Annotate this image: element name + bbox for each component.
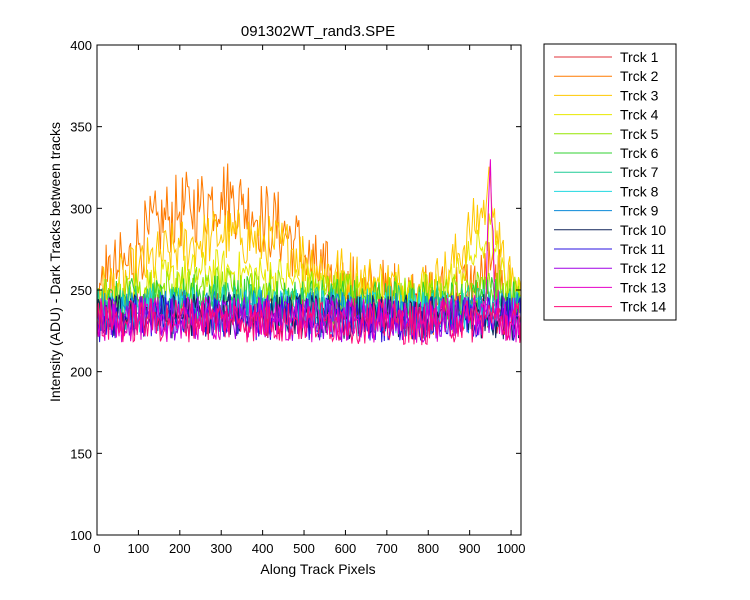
y-tick-label: 250 [70, 283, 92, 298]
legend-label-8: Trck 8 [620, 183, 659, 199]
y-tick-label: 400 [70, 38, 92, 53]
y-tick-label: 350 [70, 120, 92, 135]
legend-label-5: Trck 5 [620, 126, 659, 142]
series-line-14 [96, 297, 522, 346]
x-tick-label: 200 [169, 541, 191, 556]
x-tick-label: 400 [252, 541, 274, 556]
series-line-13 [96, 159, 522, 343]
series-line-4 [96, 213, 522, 328]
x-axis: 0 100 200 300 400 500 600 700 800 900 1000 [93, 45, 526, 556]
x-axis-label: Along Track Pixels [260, 561, 375, 577]
x-tick-label: 600 [335, 541, 357, 556]
y-axis-label: Intensity (ADU) - Dark Tracks between tr… [47, 122, 63, 402]
x-tick-label: 700 [376, 541, 398, 556]
legend-box [543, 43, 677, 321]
x-tick-label: 800 [417, 541, 439, 556]
legend-label-4: Trck 4 [620, 107, 659, 123]
legend-label-13: Trck 13 [620, 279, 666, 295]
chart-title: 091302WT_rand3.SPE [241, 23, 395, 40]
legend-label-2: Trck 2 [620, 68, 659, 84]
y-tick-label: 300 [70, 201, 92, 216]
y-tick-label: 100 [70, 528, 92, 543]
x-tick-label: 100 [128, 541, 150, 556]
legend-label-14: Trck 14 [620, 299, 666, 315]
x-tick-label: 500 [293, 541, 315, 556]
legend-label-1: Trck 1 [620, 49, 659, 65]
y-tick-label: 200 [70, 365, 92, 380]
legend-label-7: Trck 7 [620, 164, 659, 180]
legend-label-12: Trck 12 [620, 260, 666, 276]
x-tick-label: 300 [210, 541, 232, 556]
x-tick-label: 900 [459, 541, 481, 556]
legend-label-11: Trck 11 [620, 241, 665, 257]
series-layer [96, 159, 522, 346]
x-tick-label: 1000 [497, 541, 526, 556]
y-tick-label: 150 [70, 446, 92, 461]
legend: Trck 1 Trck 2 Trck 3 Trck 4 Trck 5 Trck 6 Trck… [543, 43, 677, 321]
legend-label-3: Trck 3 [620, 87, 659, 103]
y-axis: 100 150 200 250 300 350 400 [70, 38, 521, 543]
legend-label-9: Trck 9 [620, 203, 659, 219]
x-tick-label: 0 [93, 541, 100, 556]
legend-label-10: Trck 10 [620, 222, 666, 238]
legend-label-6: Trck 6 [620, 145, 659, 161]
series-line-11 [96, 294, 522, 344]
